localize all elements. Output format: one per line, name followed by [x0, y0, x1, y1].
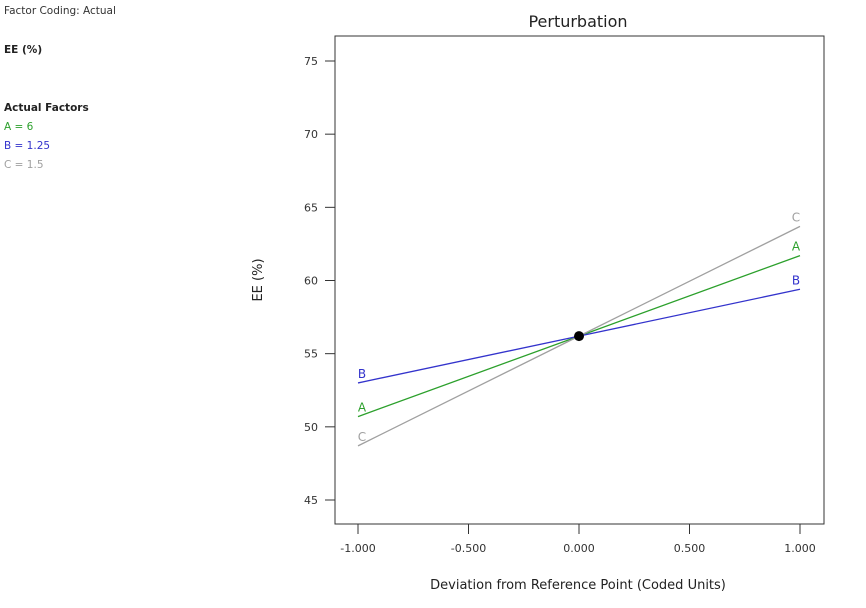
x-axis: -1.000 -0.500 0.000 0.500 1.000	[340, 524, 816, 555]
y-axis-label: EE (%)	[251, 258, 266, 301]
x-tick-label: 0.000	[563, 542, 595, 555]
factor-c-value: C = 1.5	[4, 159, 44, 171]
y-tick-label: 70	[304, 128, 318, 141]
x-tick-label: 0.500	[674, 542, 706, 555]
chart-title: Perturbation	[528, 12, 627, 31]
plot-frame	[334, 35, 825, 525]
y-tick-label: 60	[304, 275, 318, 288]
series-labels: A A B B C C	[358, 210, 801, 443]
series-label-c-start: C	[358, 430, 366, 444]
y-tick-label: 75	[304, 55, 318, 68]
factor-a-value: A = 6	[4, 121, 34, 133]
response-name-label: EE (%)	[4, 44, 43, 56]
y-tick-label: 55	[304, 348, 318, 361]
factor-coding-label: Factor Coding: Actual	[4, 5, 116, 17]
reference-point-marker	[574, 331, 584, 342]
series-label-c-end: C	[792, 210, 800, 224]
x-tick-label: -1.000	[340, 542, 375, 555]
x-tick-label: 1.000	[784, 542, 816, 555]
series-label-a-start: A	[358, 401, 367, 415]
x-axis-label: Deviation from Reference Point (Coded Un…	[430, 578, 726, 593]
series-label-b-end: B	[792, 273, 800, 287]
y-tick-label: 65	[304, 201, 318, 214]
series-label-a-end: A	[792, 240, 801, 254]
y-tick-label: 45	[304, 494, 318, 507]
y-axis: 45 50 55 60 65 70 75	[304, 55, 335, 507]
factor-b-value: B = 1.25	[4, 140, 51, 152]
y-tick-label: 50	[304, 421, 318, 434]
actual-factors-heading: Actual Factors	[4, 102, 89, 114]
x-tick-label: -0.500	[451, 542, 486, 555]
series-label-b-start: B	[358, 367, 366, 381]
